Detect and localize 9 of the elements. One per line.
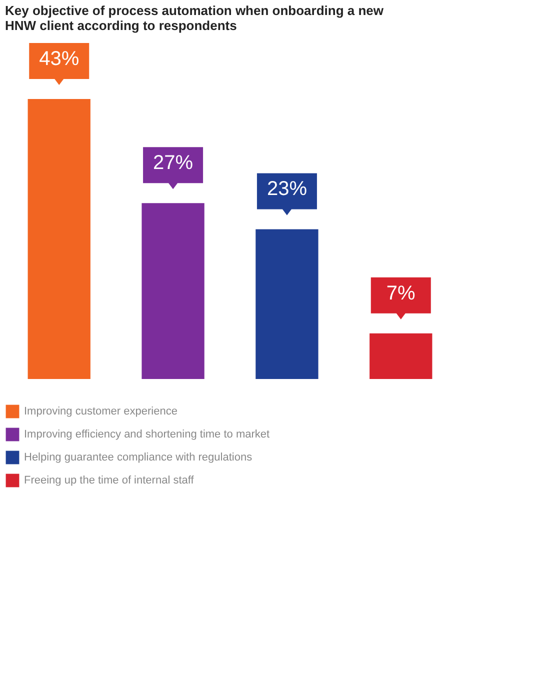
legend-label: Improving efficiency and shortening time to market [24,428,270,440]
legend-label: Improving customer experience [24,406,178,418]
chart-title: Key objective of process automation when onboarding a new HNW client according to respondents [5,3,384,33]
data-label: 43% [39,48,80,70]
legend-label: Helping guarantee compliance with regulations [24,452,253,464]
legend-label: Freeing up the time of internal staff [24,474,195,486]
data-label: 27% [153,152,194,174]
data-label: 23% [266,178,308,200]
data-label: 7% [386,282,416,304]
